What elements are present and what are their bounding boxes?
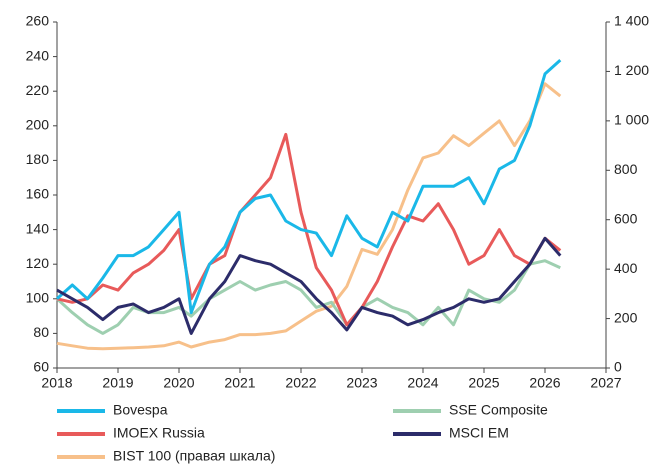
y-tick-label: 100 [26,290,50,306]
x-tick-label: 2023 [346,375,377,391]
series-line [56,132,562,327]
y2-tick-label: 1 000 [614,112,649,128]
y-tick-label: 80 [33,324,49,340]
y2-tick-label: 800 [614,161,638,177]
series-line [56,236,562,335]
y-tick-label: 200 [26,117,50,133]
x-tick-label: 2024 [407,375,438,391]
y-tick-label: 180 [26,151,50,167]
y-tick-label: 220 [26,82,50,98]
series-line [55,58,562,315]
legend-label: MSCI EM [449,425,509,441]
legend-label: IMOEX Russia [113,425,205,441]
x-tick-label: 2027 [590,375,621,391]
y2-tick-label: 0 [614,359,622,375]
y-tick-label: 120 [26,255,50,271]
legend-label: SSE Composite [449,402,548,418]
series-line [55,259,561,335]
x-tick-label: 2021 [224,375,255,391]
series-line [56,82,562,351]
x-tick-label: 2022 [285,375,316,391]
x-tick-label: 2019 [102,375,133,391]
legend-label: Bovespa [113,402,168,418]
y2-tick-label: 600 [614,210,638,226]
y-tick-label: 140 [26,220,50,236]
x-tick-label: 2025 [468,375,499,391]
y2-tick-label: 1 200 [614,62,649,78]
x-tick-label: 2018 [41,375,72,391]
y2-tick-label: 200 [614,309,638,325]
y-tick-label: 240 [26,47,50,63]
y2-tick-label: 1 400 [614,13,649,29]
y-tick-label: 160 [26,186,50,202]
y2-tick-label: 400 [614,260,638,276]
x-tick-label: 2020 [163,375,194,391]
legend-label: BIST 100 (правая шкала) [113,448,275,464]
x-tick-label: 2026 [529,375,560,391]
y-tick-label: 60 [33,359,49,375]
y-tick-label: 260 [26,13,50,29]
